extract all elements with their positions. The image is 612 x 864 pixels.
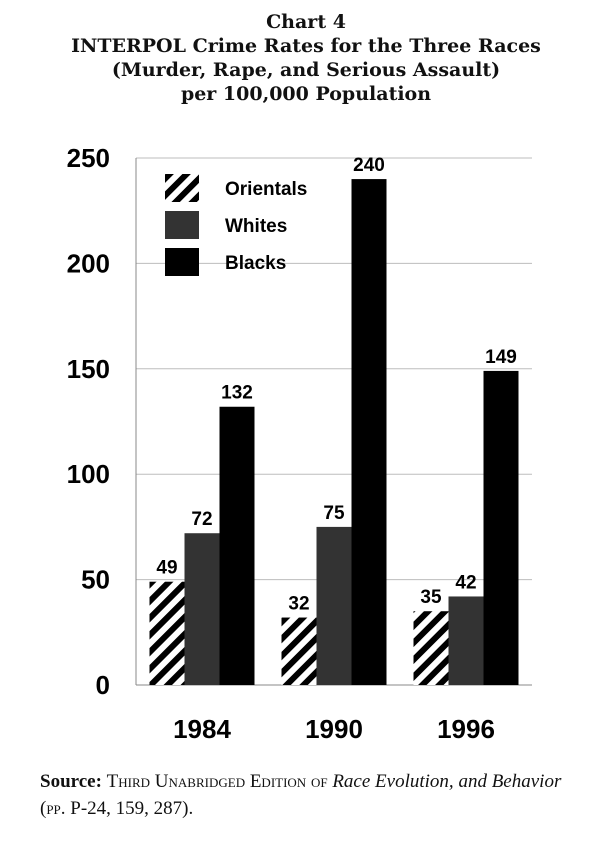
bar-blacks-1984 (219, 406, 255, 685)
bar-chart: 0 50 100 150 200 250 1984 1990 1996 49 72 132 32 75 2… (67, 143, 532, 744)
legend-label-orientals: Orientals (225, 179, 307, 200)
chart-subtitle-units: per 100,000 Population (180, 83, 432, 105)
y-tick-label: 0 (96, 670, 110, 700)
data-label: 75 (323, 503, 345, 524)
data-label: 32 (288, 594, 309, 615)
chart-title-block: Chart 4 INTERPOL Crime Rates for the Thr… (0, 10, 612, 106)
data-label: 35 (420, 587, 442, 608)
x-tick-label: 1990 (305, 714, 363, 744)
source-edition: Third Unabridged Edition of (106, 771, 328, 792)
y-tick-label: 50 (81, 565, 110, 595)
x-tick-label: 1996 (437, 714, 495, 744)
bar-blacks-1996 (483, 370, 519, 685)
data-label: 72 (191, 509, 212, 530)
legend-swatch-orientals (165, 174, 199, 202)
data-label: 42 (455, 572, 476, 593)
y-tick-label: 250 (67, 143, 110, 173)
x-tick-label: 1984 (173, 714, 231, 744)
bar-blacks-1990 (351, 179, 387, 685)
y-tick-label: 200 (67, 248, 110, 278)
source-note: Source: Third Unabridged Edition of Race… (40, 768, 580, 822)
source-book-title-1: Race Evolution, (332, 771, 454, 792)
legend-swatch-blacks (165, 248, 199, 276)
y-tick-label: 100 (67, 459, 110, 489)
bar-whites-1984 (184, 533, 220, 685)
data-label: 149 (485, 347, 517, 368)
data-label: 132 (221, 383, 253, 404)
data-label: 240 (353, 155, 385, 176)
bar-orientals-1984 (149, 581, 185, 685)
legend-swatch-whites (165, 211, 199, 239)
bar-orientals-1996 (413, 611, 449, 685)
source-pages: (pp. P-24, 159, 287). (40, 798, 194, 819)
y-tick-label: 150 (67, 354, 110, 384)
chart-subtitle: (Murder, Rape, and Serious Assault) (111, 59, 501, 81)
chart-number: Chart 4 (266, 11, 346, 33)
data-labels: 49 72 132 32 75 240 35 42 149 (156, 155, 516, 614)
bars (149, 179, 519, 685)
bar-whites-1996 (448, 596, 484, 685)
source-label: Source: (40, 771, 102, 792)
data-label: 49 (156, 558, 177, 579)
source-book-title-2: and Behavior (458, 771, 562, 792)
chart-title: INTERPOL Crime Rates for the Three Races (71, 35, 541, 57)
bar-whites-1990 (316, 526, 352, 685)
grid-lines (136, 157, 532, 581)
legend-label-blacks: Blacks (225, 253, 286, 274)
bar-orientals-1990 (281, 617, 317, 685)
legend-label-whites: Whites (225, 216, 287, 237)
legend: Orientals Whites Blacks (165, 174, 307, 276)
axes: 0 50 100 150 200 250 1984 1990 1996 (67, 143, 532, 744)
